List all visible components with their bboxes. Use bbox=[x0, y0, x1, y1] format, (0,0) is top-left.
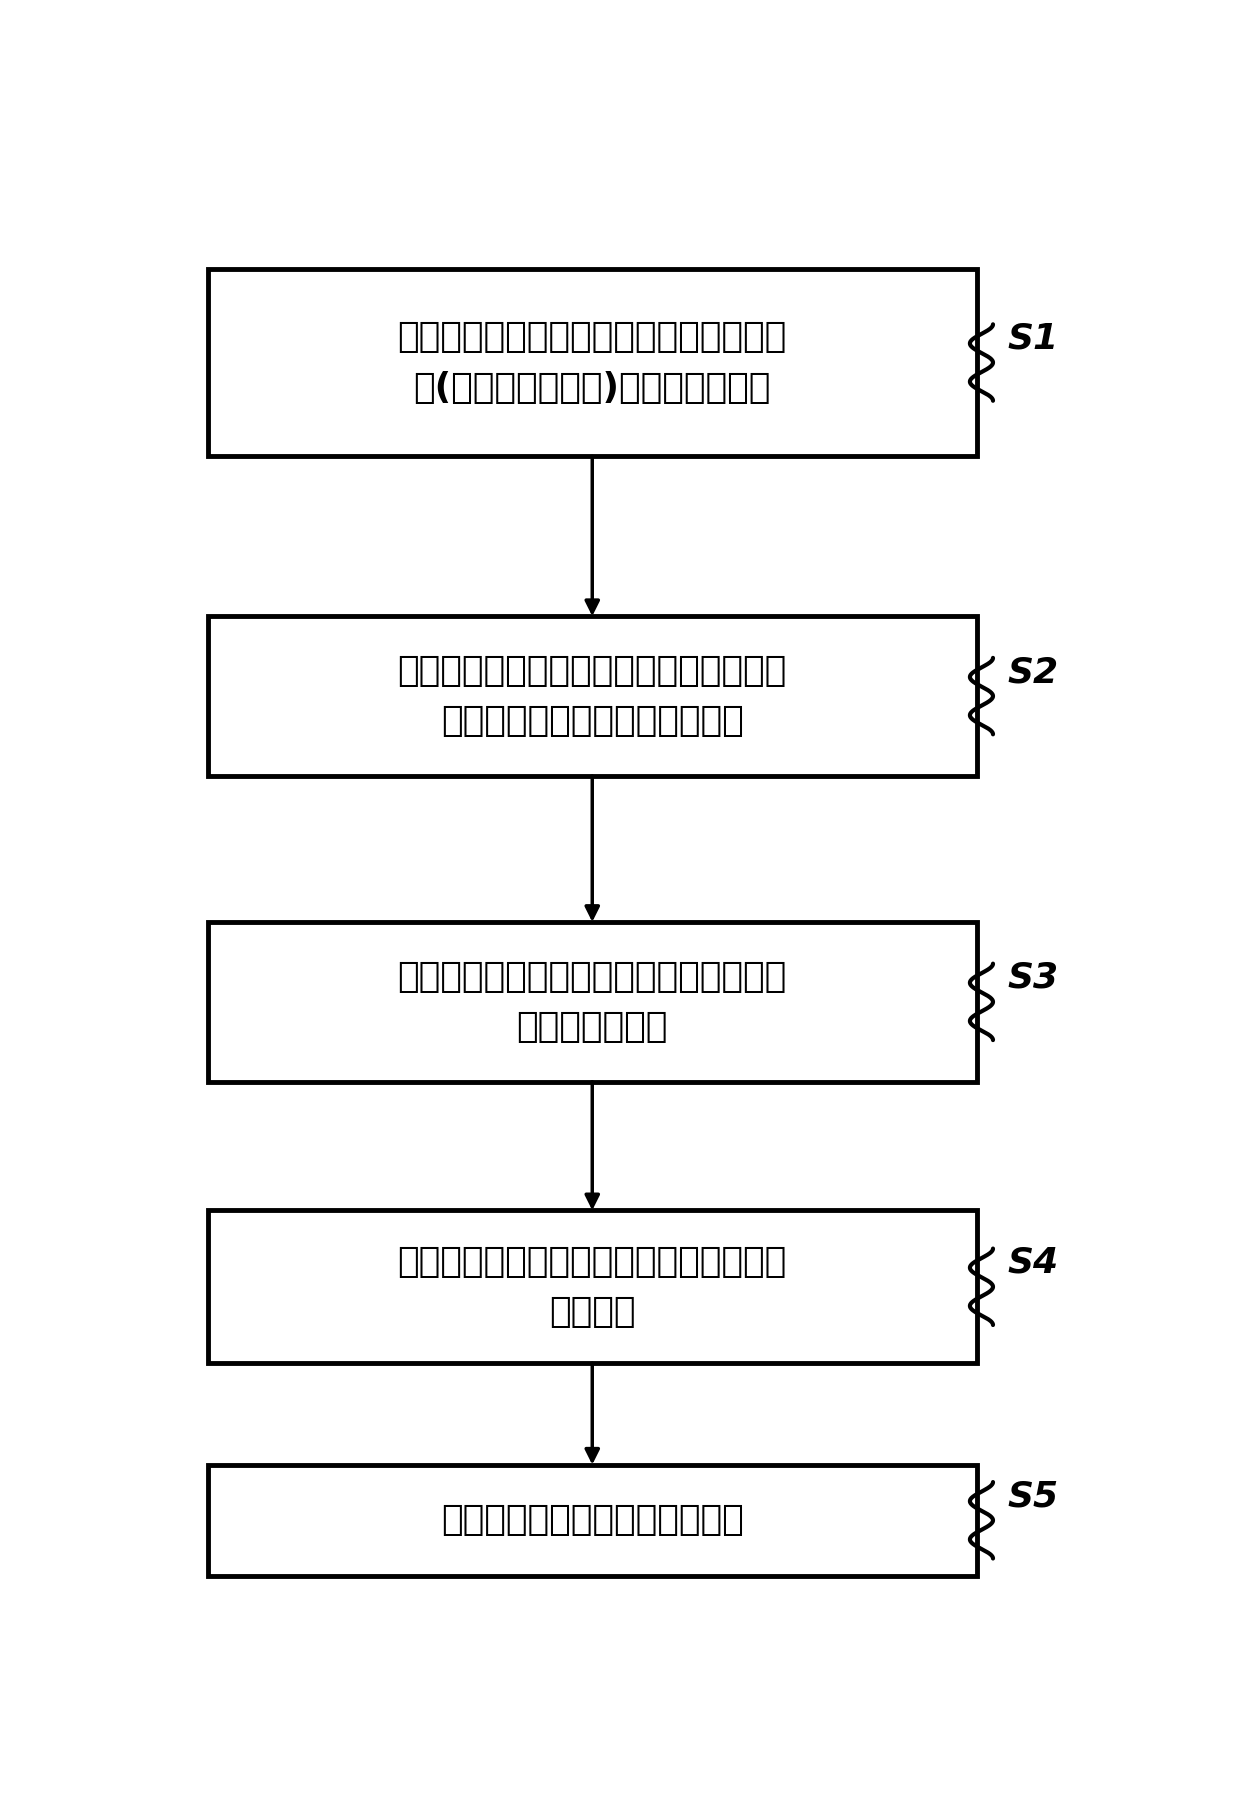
Bar bbox=[208, 922, 977, 1081]
Text: 根据当前需模拟的场景生成测试脚本，并
将数据分类下发: 根据当前需模拟的场景生成测试脚本，并 将数据分类下发 bbox=[398, 960, 787, 1043]
Text: 采集实际无线网络中各个基站与各用户终
端(或信道采集设备)的信道衰落数据: 采集实际无线网络中各个基站与各用户终 端(或信道采集设备)的信道衰落数据 bbox=[398, 321, 787, 404]
Text: 根据输入脚本接收对应基站天线发来的信
号并存储: 根据输入脚本接收对应基站天线发来的信 号并存储 bbox=[398, 1245, 787, 1328]
Bar bbox=[208, 1211, 977, 1363]
Text: S3: S3 bbox=[1007, 960, 1059, 995]
Text: 信道化处理后输出处理后的信号: 信道化处理后输出处理后的信号 bbox=[441, 1504, 744, 1538]
Text: S4: S4 bbox=[1007, 1245, 1059, 1280]
Bar bbox=[208, 1464, 977, 1576]
Text: S5: S5 bbox=[1007, 1480, 1059, 1513]
Text: 对采集后的信道数据进行分析处理，得到
信道处理时所需的各项信道参数: 对采集后的信道数据进行分析处理，得到 信道处理时所需的各项信道参数 bbox=[398, 653, 787, 738]
Text: S2: S2 bbox=[1007, 655, 1059, 690]
Text: S1: S1 bbox=[1007, 321, 1059, 356]
Bar bbox=[208, 269, 977, 457]
Bar bbox=[208, 616, 977, 776]
